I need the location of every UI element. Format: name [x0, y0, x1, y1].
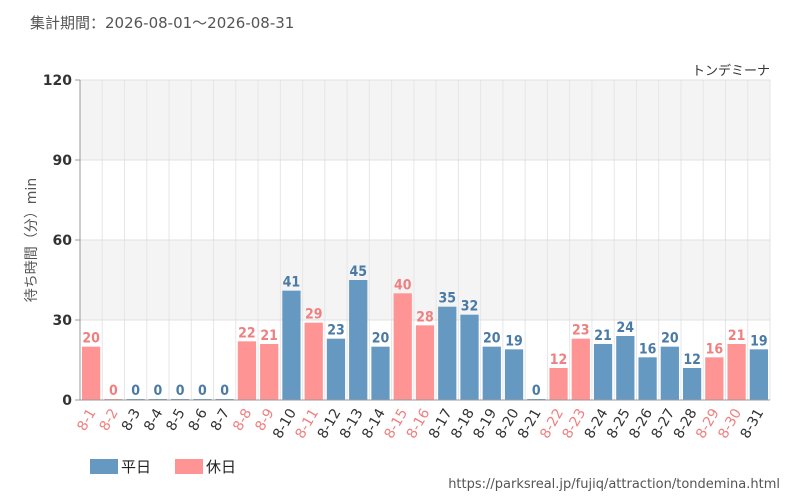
bar-8-31	[749, 349, 768, 400]
bar-8-29	[705, 357, 724, 400]
legend: 平日 休日	[90, 458, 236, 476]
legend-label-weekday: 平日	[121, 458, 151, 476]
bar-8-16	[415, 325, 435, 400]
legend-label-holiday: 休日	[206, 458, 236, 476]
data-label-8-29: 16	[706, 341, 724, 357]
bar-8-10	[282, 290, 301, 400]
bar-8-17	[438, 306, 457, 400]
y-tick-label: 120	[43, 73, 72, 89]
bar-8-12	[326, 338, 346, 400]
legend-swatch-weekday	[90, 459, 118, 474]
bar-8-28	[682, 368, 702, 400]
data-label-8-28: 12	[683, 352, 701, 368]
data-label-8-15: 40	[394, 277, 412, 293]
bar-8-30	[727, 344, 746, 400]
bar-8-8	[237, 341, 257, 400]
data-label-8-8: 22	[238, 325, 256, 341]
y-axis: 0 30 60 90 120	[43, 73, 81, 409]
y-tick-label: 90	[53, 153, 73, 169]
x-tick-label-8-31: 8-31	[738, 406, 768, 442]
x-tick-label-8-5: 8-5	[163, 406, 188, 434]
bar-8-11	[304, 322, 323, 400]
data-label-8-30: 21	[728, 328, 746, 344]
y-axis-label: 待ち時間（分）min	[24, 178, 40, 302]
data-label-8-31: 19	[750, 333, 768, 349]
data-label-8-14: 20	[372, 331, 390, 347]
bar-8-26	[638, 357, 657, 400]
data-label-8-21: 0	[532, 383, 541, 399]
y-tick-label: 60	[53, 233, 73, 249]
data-label-8-13: 45	[349, 264, 367, 280]
data-label-8-5: 0	[176, 383, 185, 399]
y-tick-label: 30	[53, 313, 73, 329]
x-tick-label-8-7: 8-7	[208, 406, 233, 434]
data-label-8-11: 29	[305, 307, 323, 323]
period-label: 集計期間：2026-08-01～2026-08-31	[30, 14, 294, 32]
data-label-8-16: 28	[416, 309, 434, 325]
data-label-8-25: 24	[617, 320, 635, 336]
plot-band	[80, 80, 770, 160]
data-label-8-4: 0	[154, 383, 163, 399]
source-url: https://parksreal.jp/fujiq/attraction/to…	[448, 477, 780, 492]
data-label-8-12: 23	[327, 323, 345, 339]
x-tick-label-8-6: 8-6	[186, 406, 211, 434]
data-label-8-3: 0	[131, 383, 140, 399]
bar-8-22	[549, 368, 568, 400]
bar-8-24	[593, 344, 613, 400]
bar-8-14	[371, 346, 390, 400]
bar-8-27	[660, 346, 679, 400]
data-label-8-24: 21	[594, 328, 612, 344]
bar-8-20	[504, 349, 524, 400]
bar-8-9	[260, 344, 279, 400]
legend-swatch-holiday	[175, 459, 203, 474]
bar-8-19	[482, 346, 501, 400]
data-label-8-27: 20	[661, 331, 679, 347]
data-label-8-6: 0	[198, 383, 207, 399]
data-label-8-19: 20	[483, 331, 501, 347]
data-label-8-2: 0	[109, 383, 118, 399]
bars	[82, 280, 768, 400]
plot-band	[80, 240, 770, 320]
plot-band	[80, 160, 770, 240]
x-tick-label-8-4: 8-4	[141, 406, 166, 434]
bar-8-18	[460, 314, 479, 400]
x-tick-label-8-3: 8-3	[119, 406, 144, 434]
bar-8-1	[82, 346, 101, 400]
bar-8-13	[349, 280, 368, 400]
bar-8-23	[571, 338, 590, 400]
data-label-8-20: 19	[505, 333, 523, 349]
data-label-8-22: 12	[550, 352, 568, 368]
data-label-8-1: 20	[82, 331, 100, 347]
data-label-8-26: 16	[639, 341, 657, 357]
attraction-name: トンデミーナ	[692, 63, 770, 79]
bar-8-25	[616, 336, 635, 400]
x-axis: 8-18-28-38-48-58-68-78-88-98-108-118-128…	[74, 399, 770, 442]
data-label-8-9: 21	[260, 328, 278, 344]
x-tick-label-8-2: 8-2	[97, 406, 122, 434]
x-tick-label-8-8: 8-8	[230, 406, 255, 434]
data-label-8-7: 0	[220, 383, 229, 399]
data-label-8-18: 32	[461, 299, 479, 315]
data-label-8-17: 35	[438, 291, 456, 307]
x-tick-label-8-1: 8-1	[74, 406, 99, 434]
data-label-8-10: 41	[283, 275, 301, 291]
y-tick-label: 0	[62, 393, 72, 409]
data-label-8-23: 23	[572, 323, 590, 339]
bar-8-15	[393, 293, 412, 400]
